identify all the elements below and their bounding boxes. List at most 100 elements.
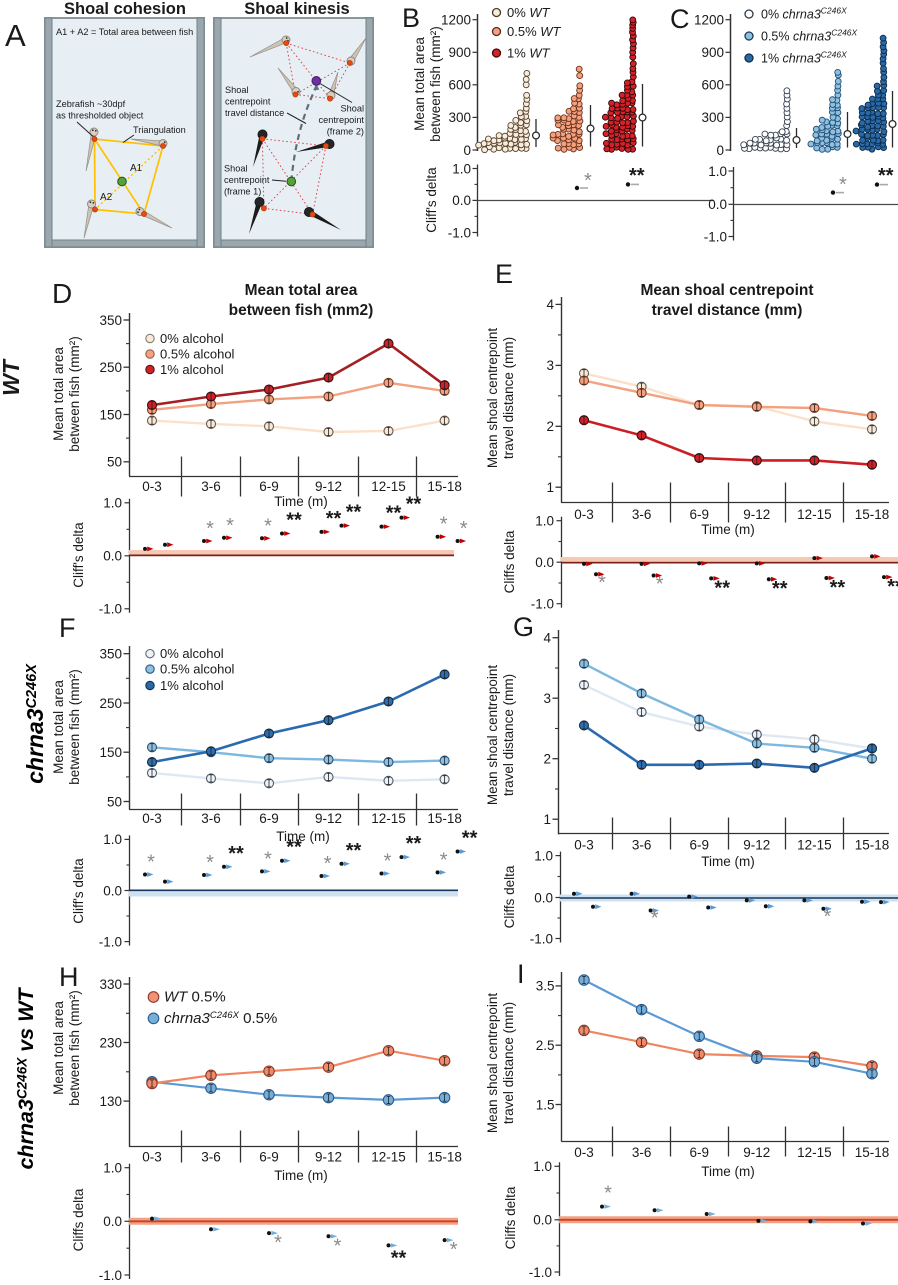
svg-text:*: * [274, 1232, 282, 1254]
svg-text:1% alcohol: 1% alcohol [160, 362, 224, 377]
svg-text:A1 + A2 = Total area between f: A1 + A2 = Total area between fish [56, 27, 193, 37]
svg-text:2.5: 2.5 [536, 1038, 555, 1053]
svg-text:**: ** [462, 828, 478, 850]
svg-text:**: ** [406, 833, 422, 855]
svg-text:Shoal: Shoal [341, 104, 365, 114]
svg-text:1.0: 1.0 [535, 514, 554, 529]
svg-text:0-3: 0-3 [574, 507, 594, 522]
svg-text:Time (m): Time (m) [701, 522, 755, 537]
svg-text:250: 250 [99, 360, 122, 375]
svg-text:**: ** [629, 165, 645, 187]
svg-text:**: ** [772, 578, 788, 600]
svg-text:Mean total area: Mean total area [412, 37, 427, 131]
svg-text:*: * [324, 853, 332, 875]
svg-text:1.0: 1.0 [533, 1159, 552, 1174]
svg-text:A1: A1 [130, 163, 143, 174]
svg-text:0-3: 0-3 [574, 1145, 594, 1160]
svg-text:A: A [5, 18, 26, 53]
svg-text:1: 1 [543, 812, 551, 827]
svg-text:between fish (mm²): between fish (mm²) [67, 336, 82, 452]
svg-text:Mean shoal centrepoint: Mean shoal centrepoint [485, 993, 500, 1134]
svg-text:9-12: 9-12 [743, 838, 770, 853]
svg-text:3-6: 3-6 [632, 838, 652, 853]
svg-text:6-9: 6-9 [689, 838, 709, 853]
svg-text:4: 4 [546, 297, 554, 312]
svg-text:3: 3 [543, 691, 551, 706]
svg-text:6-9: 6-9 [259, 1150, 279, 1165]
svg-text:1.0: 1.0 [708, 164, 727, 179]
svg-text:*: * [450, 1239, 458, 1261]
svg-text:*: * [206, 852, 214, 874]
svg-text:Mean total area: Mean total area [51, 1001, 66, 1095]
svg-text:600: 600 [701, 78, 724, 93]
svg-text:15-18: 15-18 [427, 1150, 462, 1165]
svg-text:*: * [226, 515, 234, 537]
svg-text:15-18: 15-18 [855, 1145, 890, 1160]
svg-text:A2: A2 [100, 192, 113, 203]
svg-text:Shoal: Shoal [224, 164, 248, 174]
svg-text:1: 1 [546, 480, 554, 495]
svg-text:0.5% WT: 0.5% WT [507, 24, 562, 39]
svg-text:0% alcohol: 0% alcohol [160, 646, 224, 661]
svg-text:Cliff's delta: Cliff's delta [424, 167, 439, 233]
svg-text:12-15: 12-15 [371, 479, 406, 494]
svg-text:Cliffs delta: Cliffs delta [71, 1188, 86, 1251]
svg-text:350: 350 [99, 647, 122, 662]
svg-text:4: 4 [543, 631, 551, 646]
svg-text:I: I [517, 959, 525, 989]
svg-text:-1.0: -1.0 [99, 934, 122, 949]
svg-text:0.0: 0.0 [533, 1213, 552, 1228]
svg-text:6-9: 6-9 [689, 1145, 709, 1160]
svg-text:centrepoint: centrepoint [224, 175, 270, 185]
svg-text:D: D [52, 278, 72, 309]
svg-text:50: 50 [107, 794, 122, 809]
svg-text:9-12: 9-12 [743, 1145, 770, 1160]
svg-text:50: 50 [107, 455, 122, 470]
svg-text:*: * [584, 170, 592, 192]
svg-text:C: C [670, 4, 690, 34]
svg-text:**: ** [386, 503, 402, 525]
svg-text:2: 2 [543, 752, 551, 767]
svg-text:Mean total area: Mean total area [51, 680, 66, 774]
svg-text:250: 250 [99, 696, 122, 711]
svg-text:0-3: 0-3 [574, 838, 594, 853]
svg-text:1% WT: 1% WT [507, 46, 551, 61]
svg-text:WT: WT [0, 358, 24, 396]
svg-text:600: 600 [448, 78, 471, 93]
svg-text:Triangulation: Triangulation [133, 125, 186, 135]
svg-text:3-6: 3-6 [201, 479, 221, 494]
svg-text:0-3: 0-3 [142, 811, 162, 826]
svg-text:Cliff's delta: Cliff's delta [71, 522, 86, 588]
svg-text:*: * [440, 514, 448, 536]
svg-text:Time (m): Time (m) [274, 494, 328, 509]
svg-text:Shoal: Shoal [225, 85, 249, 95]
svg-text:**: ** [228, 843, 244, 865]
svg-text:0.0: 0.0 [535, 555, 554, 570]
svg-text:Mean total area: Mean total area [245, 282, 358, 299]
svg-text:*: * [839, 174, 847, 196]
svg-text:**: ** [830, 577, 846, 599]
svg-text:3-6: 3-6 [632, 1145, 652, 1160]
svg-text:230: 230 [99, 1035, 122, 1050]
svg-text:Mean shoal centrepoint: Mean shoal centrepoint [640, 282, 813, 299]
svg-text:1.0: 1.0 [103, 496, 122, 511]
svg-text:*: * [598, 572, 606, 594]
svg-text:*: * [264, 848, 272, 870]
svg-text:9-12: 9-12 [315, 811, 342, 826]
svg-text:**: ** [346, 502, 362, 524]
svg-text:150: 150 [99, 745, 122, 760]
svg-text:300: 300 [448, 110, 471, 125]
svg-text:(frame 2): (frame 2) [327, 127, 364, 137]
svg-text:between fish (mm²): between fish (mm²) [67, 990, 82, 1106]
svg-text:centrepoint: centrepoint [319, 115, 365, 125]
svg-text:**: ** [878, 165, 894, 187]
svg-text:2: 2 [546, 419, 554, 434]
svg-text:15-18: 15-18 [855, 838, 890, 853]
svg-text:E: E [495, 259, 513, 289]
svg-text:0.0: 0.0 [708, 197, 727, 212]
svg-text:Time (m): Time (m) [276, 829, 330, 844]
svg-text:15-18: 15-18 [855, 507, 890, 522]
svg-text:between fish (mm²): between fish (mm²) [428, 26, 443, 142]
svg-text:travel distance (mm): travel distance (mm) [501, 674, 516, 796]
svg-text:Mean total area: Mean total area [51, 347, 66, 441]
